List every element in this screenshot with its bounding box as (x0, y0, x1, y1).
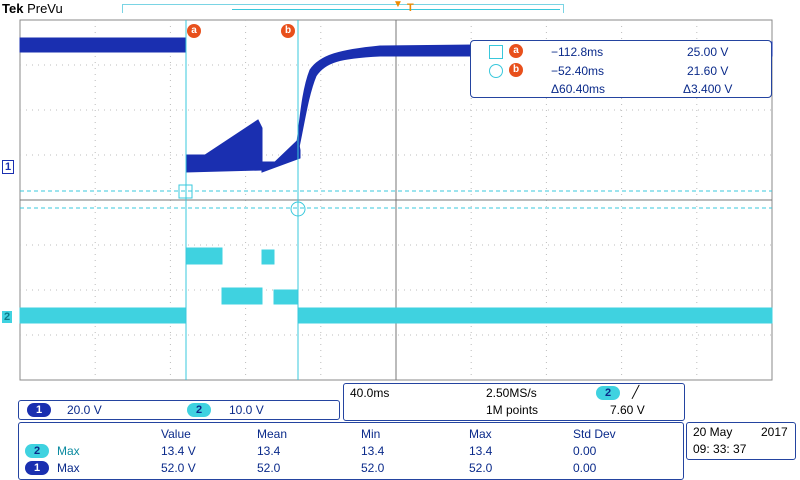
row1-type: Max (57, 444, 80, 458)
header-stddev: Std Dev (573, 427, 616, 441)
date-label: 20 May (693, 425, 733, 439)
cursor-a-handle (178, 184, 193, 199)
measurements-table: Value Mean Min Max Std Dev 2 Max 13.4 V … (18, 422, 684, 480)
sample-rate: 2.50MS/s (486, 386, 537, 400)
trigger-position-icon[interactable]: ▼ (393, 0, 403, 10)
cursor-b-time: −52.40ms (551, 64, 605, 78)
trigger-source-badge[interactable]: 2 (596, 386, 620, 400)
header-max: Max (469, 427, 492, 441)
cursor-a-box-icon (489, 45, 503, 59)
trigger-slope-icon[interactable]: ╱ (632, 385, 640, 399)
cursor-readout-panel: a −112.8ms 25.00 V b −52.40ms 21.60 V Δ6… (470, 40, 772, 98)
record-view-bar (122, 4, 564, 13)
cursor-a-marker[interactable]: a (187, 24, 201, 38)
ch2-badge[interactable]: 2 (187, 403, 211, 417)
year-label: 2017 (761, 425, 788, 439)
row2-min: 52.0 (361, 461, 385, 475)
top-status-bar: Tek PreVu ▼ T (0, 0, 800, 20)
record-length: 1M points (486, 403, 539, 417)
row2-stddev: 0.00 (573, 461, 597, 475)
cursor-b-circle-icon (489, 64, 503, 78)
header-mean: Mean (257, 427, 288, 441)
cursor-b-value: 21.60 V (687, 64, 729, 78)
cursor-delta-time: Δ60.40ms (551, 82, 606, 96)
header-value: Value (161, 427, 191, 441)
ch1-ground-marker[interactable]: 1 (2, 160, 15, 174)
ch1-scale[interactable]: 20.0 V (67, 403, 102, 417)
header-min: Min (361, 427, 381, 441)
row1-mean: 13.4 (257, 444, 281, 458)
ch2-scale[interactable]: 10.0 V (229, 403, 264, 417)
trigger-level[interactable]: 7.60 V (610, 403, 645, 417)
time-label: 09: 33: 37 (693, 442, 747, 456)
row1-value: 13.4 V (161, 444, 196, 458)
row2-max: 52.0 (469, 461, 493, 475)
mode-label: PreVu (27, 1, 63, 16)
ch2-ground-marker[interactable]: 2 (2, 311, 13, 323)
cursor-a-value: 25.00 V (687, 45, 729, 59)
cursor-b-handle (290, 201, 306, 217)
row2-value: 52.0 V (161, 461, 196, 475)
row2-mean: 52.0 (257, 461, 281, 475)
brand-label: Tek PreVu (2, 1, 63, 16)
cursor-a-badge: a (509, 44, 523, 58)
cursor-b-badge: b (509, 63, 523, 77)
channel-scale-bar: 1 20.0 V 2 10.0 V (18, 400, 340, 420)
row1-stddev: 0.00 (573, 444, 597, 458)
cursor-a-time: −112.8ms (551, 45, 604, 59)
cursor-b-marker[interactable]: b (281, 24, 295, 38)
cursor-delta-value: Δ3.400 V (683, 82, 733, 96)
ch1-badge[interactable]: 1 (27, 403, 51, 417)
row2-badge[interactable]: 1 (25, 461, 49, 475)
row1-max: 13.4 (469, 444, 493, 458)
row2-type: Max (57, 461, 80, 475)
row1-min: 13.4 (361, 444, 385, 458)
date-time-panel: 20 May 2017 09: 33: 37 (686, 422, 796, 460)
record-view-window[interactable] (232, 9, 560, 10)
brand-logo: Tek (2, 1, 24, 16)
timebase[interactable]: 40.0ms (350, 386, 390, 400)
trigger-glyph: T (407, 2, 414, 14)
acquisition-panel: 40.0ms 2.50MS/s 2 ╱ 1M points 7.60 V (343, 383, 685, 421)
row1-badge[interactable]: 2 (25, 444, 49, 458)
